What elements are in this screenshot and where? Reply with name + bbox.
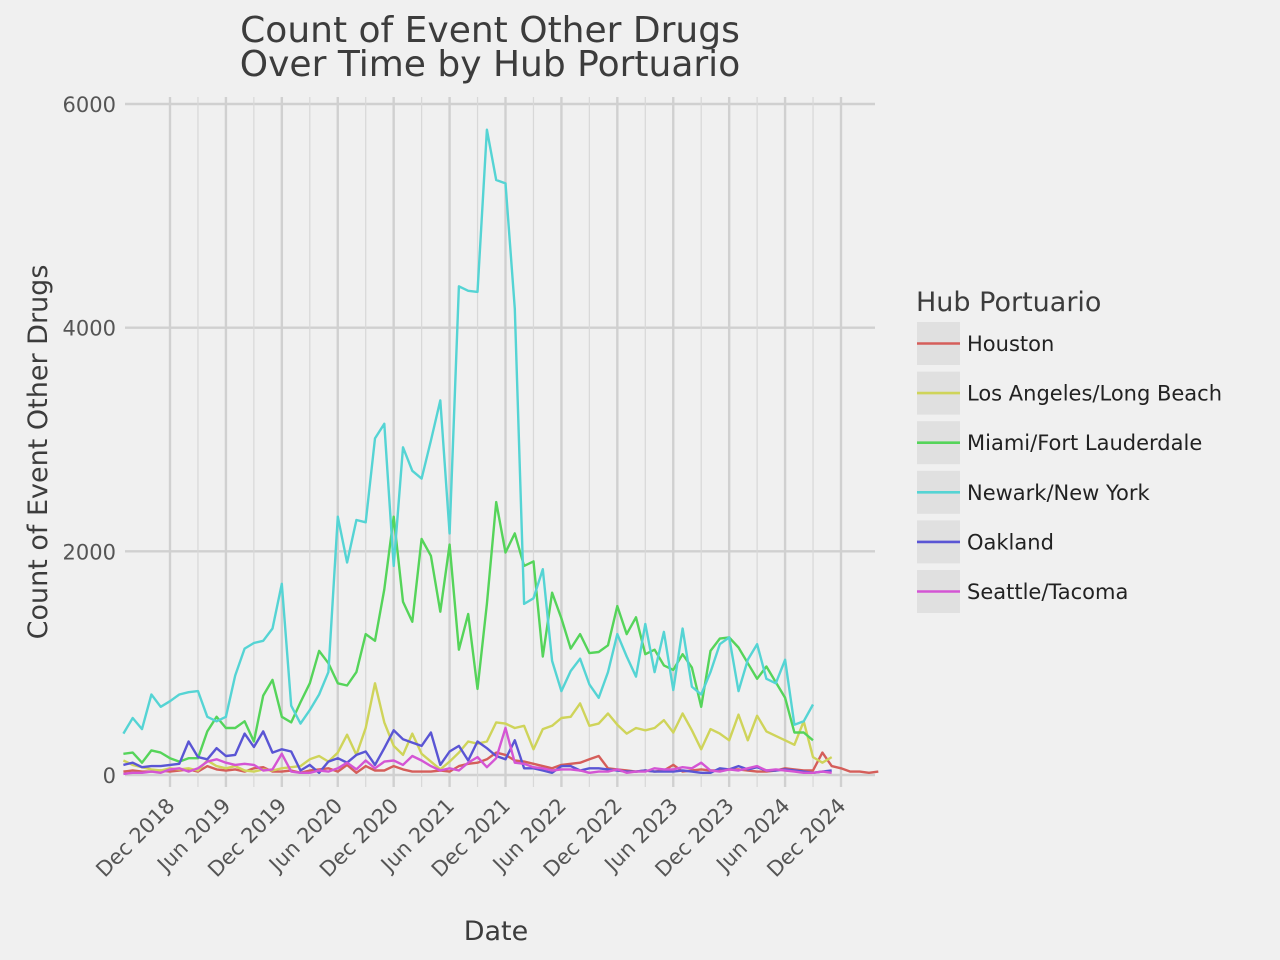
series-line-newark-new-york [122,128,815,735]
y-axis-ticks: 0 2000 4000 6000 [63,93,116,788]
legend-item: Houston [917,322,1054,365]
y-axis-title: Count of Event Other Drugs [23,265,54,640]
legend-item: Miami/Fort Lauderdale [917,421,1202,465]
grid [125,97,875,787]
legend-item: Seattle/Tacoma [917,570,1128,613]
legend-title: Hub Portuario [916,287,1101,318]
series-lines [122,128,879,776]
legend-label: Los Angeles/Long Beach [967,382,1222,406]
x-axis-title: Date [464,916,529,947]
series-line-miami-fort-lauderdale [123,500,814,764]
y-tick-label: 0 [103,764,116,788]
legend-item: Los Angeles/Long Beach [917,371,1222,415]
legend-item: Newark/New York [917,470,1151,514]
legend-label: Seattle/Tacoma [967,580,1128,604]
y-tick-label: 2000 [63,540,116,564]
y-tick-label: 4000 [63,317,116,341]
legend-item: Oakland [917,520,1054,564]
legend: Houston Los Angeles/Long Beach Miami/Fort … [917,322,1222,613]
y-tick-label: 6000 [63,93,116,117]
chart-title-line-1: Count of Event Other Drugs [240,10,740,51]
series-line-seattle-tacoma [123,726,832,776]
legend-label: Houston [967,332,1054,356]
legend-label: Oakland [967,530,1054,554]
legend-label: Newark/New York [967,481,1151,505]
legend-label: Miami/Fort Lauderdale [967,431,1202,455]
chart-title-line-2: Over Time by Hub Portuario [240,44,740,85]
